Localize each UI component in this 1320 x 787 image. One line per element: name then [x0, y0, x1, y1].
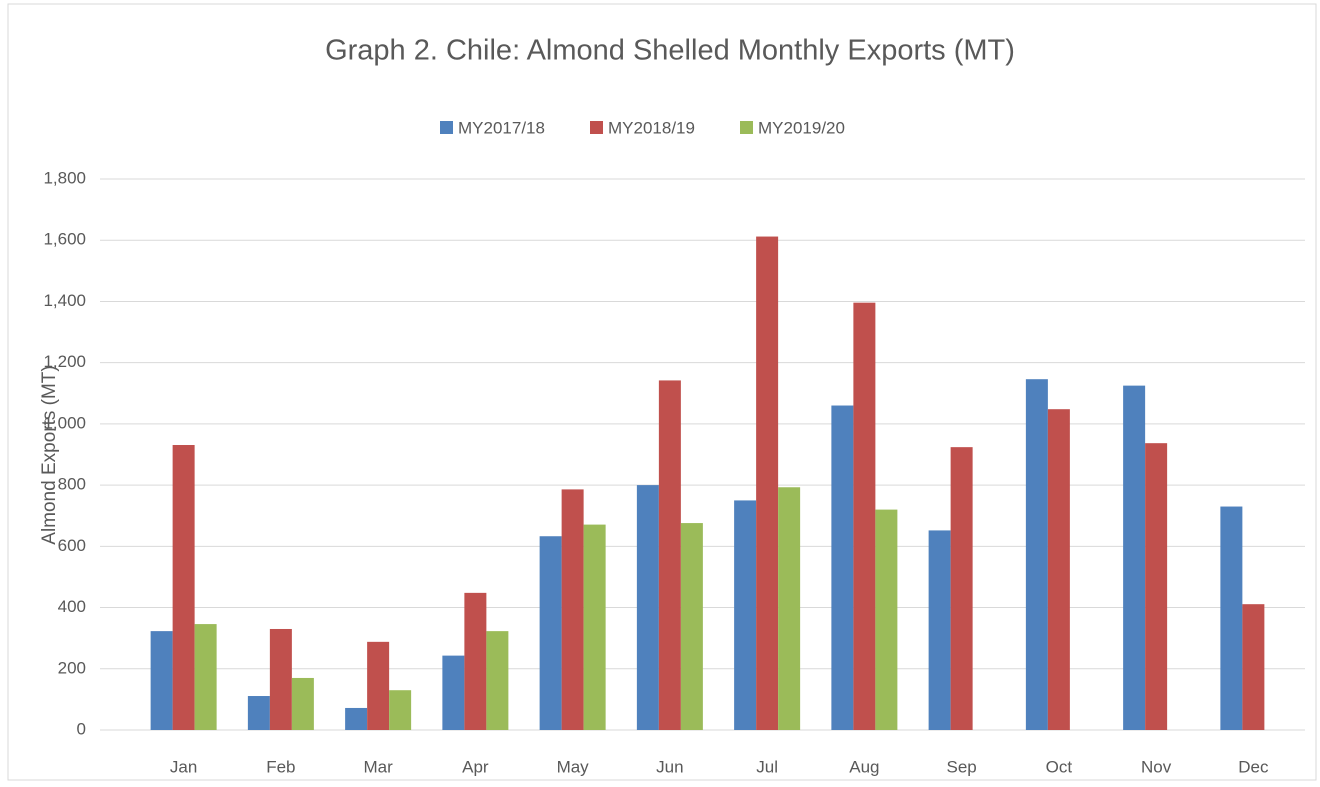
bar: [680, 523, 703, 730]
y-tick-label: 800: [58, 475, 86, 494]
bar: [561, 489, 584, 730]
y-tick-label: 0: [77, 719, 86, 738]
x-tick-label: Jul: [756, 757, 778, 776]
bar: [539, 536, 562, 730]
bar: [1047, 409, 1070, 730]
bar: [442, 655, 465, 730]
bar: [345, 707, 368, 730]
x-tick-label: Sep: [947, 757, 977, 776]
y-tick-label: 1,000: [43, 413, 86, 432]
bar: [247, 696, 270, 730]
y-tick-label: 200: [58, 658, 86, 677]
x-tick-label: Feb: [266, 757, 295, 776]
x-tick-label: Oct: [1046, 757, 1073, 776]
bar: [291, 677, 314, 730]
bar: [636, 485, 659, 730]
legend-swatch: [740, 121, 753, 134]
bar: [1123, 385, 1146, 730]
bar: [1242, 604, 1265, 730]
bar: [756, 236, 779, 730]
legend-swatch: [440, 121, 453, 134]
y-tick-label: 600: [58, 536, 86, 555]
bar: [734, 500, 757, 730]
x-tick-label: Mar: [363, 757, 393, 776]
bar: [1220, 506, 1243, 730]
y-tick-label: 1,200: [43, 352, 86, 371]
bar: [658, 380, 681, 730]
x-tick-label: Dec: [1238, 757, 1269, 776]
bar: [875, 509, 898, 730]
bar: [486, 631, 509, 730]
y-axis-title: Almond Exports (MT): [39, 365, 60, 544]
bar: [269, 628, 292, 730]
bar: [853, 302, 876, 730]
x-tick-label: Nov: [1141, 757, 1172, 776]
y-tick-label: 400: [58, 597, 86, 616]
bar: [583, 524, 606, 730]
legend-label: MY2019/20: [758, 118, 845, 137]
x-tick-label: Jun: [656, 757, 683, 776]
y-tick-label: 1,800: [43, 168, 86, 187]
bar: [464, 592, 487, 730]
bar: [1145, 443, 1168, 730]
bar: [831, 405, 854, 730]
bar: [778, 487, 801, 730]
bar: [1025, 379, 1048, 730]
x-tick-label: Jan: [170, 757, 197, 776]
chart-title: Graph 2. Chile: Almond Shelled Monthly E…: [325, 35, 1015, 67]
legend-label: MY2018/19: [608, 118, 695, 137]
bar: [389, 690, 412, 730]
legend-label: MY2017/18: [458, 118, 545, 137]
bar: [928, 530, 951, 730]
x-tick-label: Apr: [462, 757, 489, 776]
bar: [194, 624, 217, 730]
y-tick-label: 1,600: [43, 230, 86, 249]
bar: [950, 447, 973, 730]
bar: [150, 631, 173, 730]
bar: [172, 445, 195, 730]
legend-swatch: [590, 121, 603, 134]
x-tick-label: May: [557, 757, 590, 776]
bar: [367, 641, 390, 730]
y-tick-label: 1,400: [43, 291, 86, 310]
x-tick-label: Aug: [849, 757, 879, 776]
